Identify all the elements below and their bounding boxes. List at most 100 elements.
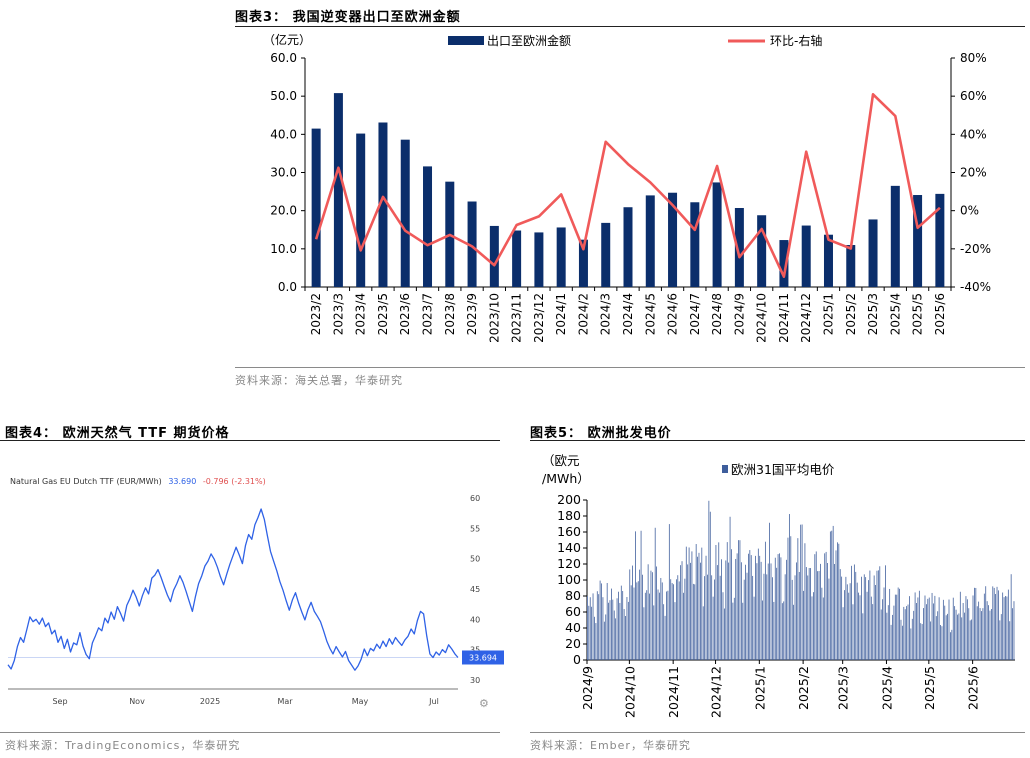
fig5-bar xyxy=(889,588,891,660)
fig5-bar xyxy=(959,591,961,660)
fig5-bar xyxy=(736,553,738,660)
fig5-bar xyxy=(879,566,881,660)
fig5-bar xyxy=(934,595,936,660)
fig5-legend-swatch xyxy=(722,465,728,473)
fig5-bar xyxy=(893,605,895,660)
fig5-bar xyxy=(920,623,922,660)
fig5-bar xyxy=(711,575,713,660)
fig3-x-tick-label: 2023/9 xyxy=(465,293,479,335)
fig3-bar xyxy=(734,207,744,287)
fig5-bar xyxy=(995,593,996,660)
fig5-bar xyxy=(824,553,826,660)
fig4-header-value: 33.690 xyxy=(168,477,196,486)
fig5-bar xyxy=(961,617,963,660)
fig3-x-tick-label: 2024/7 xyxy=(688,293,702,335)
fig5-bar xyxy=(749,550,751,660)
fig4-y-tick-label: 50 xyxy=(470,555,480,564)
fig5-bar xyxy=(885,565,886,660)
fig4-y-tick-label: 60 xyxy=(470,494,480,503)
fig3-x-tick-label: 2025/6 xyxy=(933,293,947,335)
fig5-bar xyxy=(899,588,900,660)
fig5-bar xyxy=(707,574,708,660)
fig5-y-tick-label: 200 xyxy=(557,492,581,507)
fig3-bar xyxy=(378,122,388,287)
fig5-bar xyxy=(829,531,831,660)
fig5-bar xyxy=(921,624,923,660)
fig4-last-label: 33.694 xyxy=(469,653,497,662)
fig5-bar xyxy=(746,572,748,660)
fig5-bar xyxy=(774,557,776,660)
fig5-bar xyxy=(716,565,718,660)
fig5-bar xyxy=(928,597,930,660)
fig5-bar xyxy=(608,602,609,660)
fig5-bar xyxy=(757,548,759,660)
fig5-bar xyxy=(990,609,992,660)
fig5-bar xyxy=(945,615,947,660)
fig5-bar xyxy=(692,583,694,660)
fig5-x-tick-label: 2025/4 xyxy=(879,666,894,710)
fig5-y-tick-label: 140 xyxy=(557,540,581,555)
fig3-left-tick-label: 40.0 xyxy=(270,127,297,141)
fig5-bar xyxy=(839,569,841,660)
fig3-bar xyxy=(333,93,343,287)
fig5-bar xyxy=(630,585,632,660)
fig5-bar xyxy=(941,626,943,660)
fig5-bar xyxy=(759,555,761,660)
fig4-header-change: -0.796 (-2.31%) xyxy=(203,477,266,486)
fig5-bar xyxy=(790,536,792,660)
fig4-y-tick-label: 35 xyxy=(470,646,480,655)
fig5-bar xyxy=(865,577,867,660)
fig3-bar xyxy=(645,195,655,287)
fig5-x-tick-label: 2024/10 xyxy=(622,666,637,718)
fig5-bar xyxy=(637,581,639,660)
fig5-bar xyxy=(731,549,732,660)
fig5-bar xyxy=(831,530,833,660)
fig5-bar xyxy=(612,599,614,660)
fig5-bar xyxy=(821,587,823,660)
fig5-bar xyxy=(650,570,652,660)
fig5-bar xyxy=(996,586,998,660)
fig5-x-tick-label: 2025/1 xyxy=(752,666,767,710)
fig5-bar xyxy=(767,563,769,660)
fig5-bar xyxy=(702,606,704,660)
fig5-bar xyxy=(993,587,995,660)
fig5-bar xyxy=(909,596,910,660)
fig3-x-tick-label: 2024/4 xyxy=(621,293,635,335)
fig5-bar xyxy=(601,583,602,660)
fig5-bar xyxy=(654,527,656,660)
fig5-bar xyxy=(766,574,768,660)
fig5-bar xyxy=(890,624,892,660)
fig3-source: 资料来源：海关总署，华泰研究 xyxy=(235,374,403,387)
fig5-bar xyxy=(1005,596,1006,660)
fig5-bar xyxy=(763,573,765,660)
fig3-right-tick-label: -20% xyxy=(960,242,991,256)
fig5-bar xyxy=(951,629,953,660)
fig4-source-rule xyxy=(0,732,500,733)
settings-gear-icon[interactable]: ⚙ xyxy=(479,697,489,710)
fig5-bar xyxy=(950,632,951,660)
fig4-chart: Natural Gas EU Dutch TTF (EUR/MWh) 33.69… xyxy=(7,477,504,710)
fig5-bar xyxy=(629,569,631,660)
fig5-bar xyxy=(725,560,727,660)
fig5-bar xyxy=(848,592,850,660)
fig3-left-tick-label: 10.0 xyxy=(270,242,297,256)
fig3-bar xyxy=(512,230,522,287)
fig5-bar xyxy=(714,579,715,660)
fig3-x-tick-label: 2024/11 xyxy=(777,293,791,343)
fig3-x-tick-label: 2023/8 xyxy=(443,293,457,335)
fig3-x-tick-label: 2024/12 xyxy=(799,293,813,343)
fig5-bar xyxy=(705,555,707,660)
fig5-bar xyxy=(700,562,701,660)
fig5-bar xyxy=(1009,621,1011,660)
fig3-title-rule xyxy=(235,26,1025,27)
fig5-bar xyxy=(1003,597,1005,660)
fig4-source: 资料来源：TradingEconomics，华泰研究 xyxy=(5,739,241,752)
fig5-bar xyxy=(750,555,752,660)
fig5-bar xyxy=(724,608,725,660)
fig5-bar xyxy=(858,592,859,660)
fig5-bar xyxy=(845,576,847,660)
fig5-bar xyxy=(680,565,682,660)
fig5-bar xyxy=(958,613,960,660)
fig5-bar xyxy=(882,599,883,660)
fig5-bar xyxy=(981,611,982,660)
